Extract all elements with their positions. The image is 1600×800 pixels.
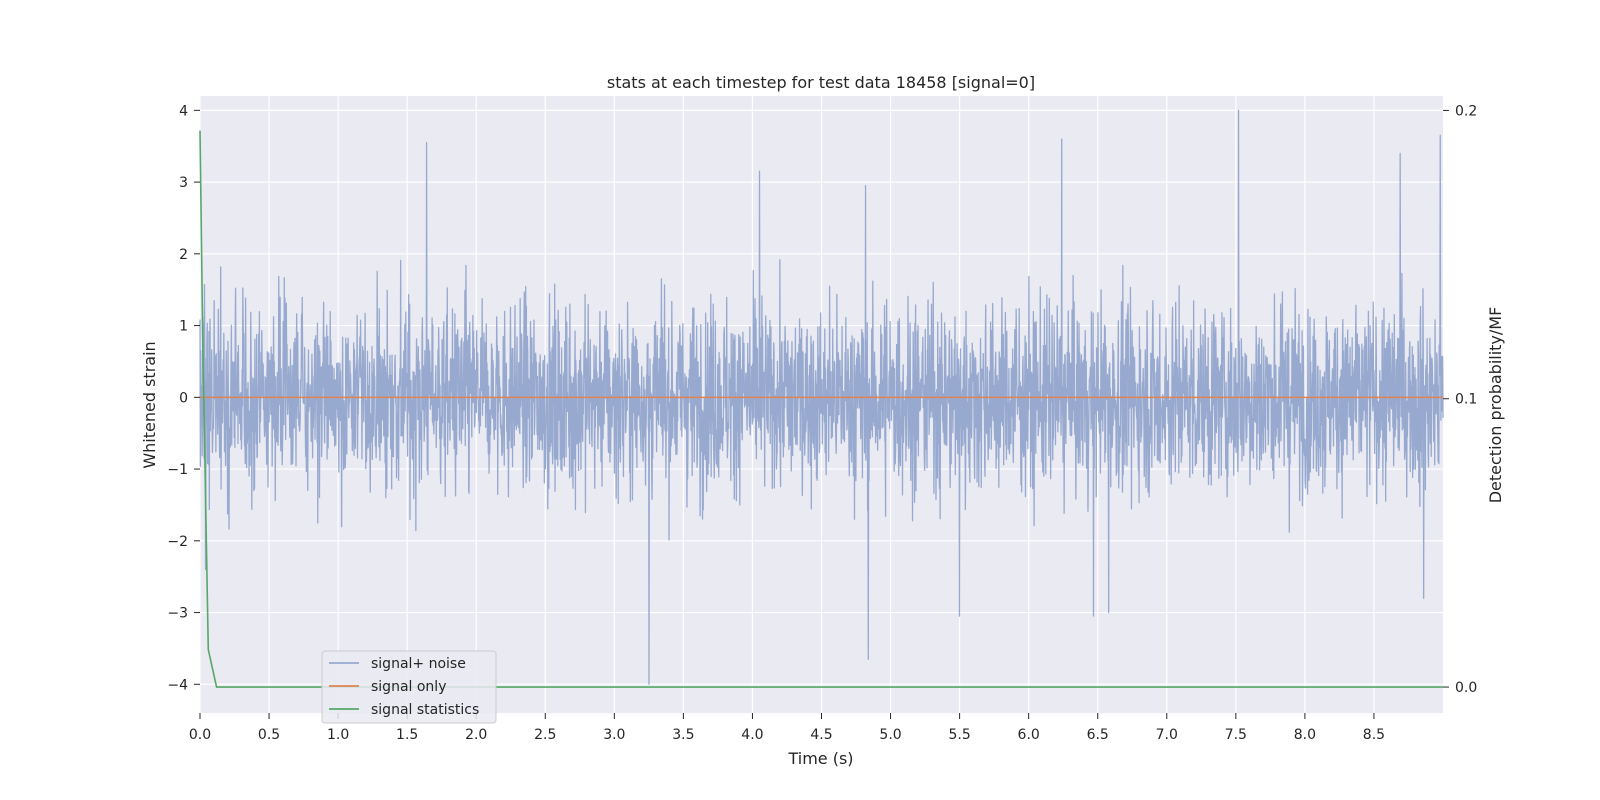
x-tick-label-15: 7.5 (1225, 727, 1247, 743)
legend-label-signal-plus-noise: signal+ noise (371, 656, 466, 672)
x-tick-label-5: 2.5 (534, 727, 556, 743)
x-tick-label-13: 6.5 (1087, 727, 1109, 743)
x-axis-ticks: 0.0 0.5 1.0 1.5 2.0 2.5 3.0 3.5 4.0 4.5 5.0 5.5 6.0 6… (189, 713, 1385, 743)
y-tick-label-2: 2 (179, 247, 188, 263)
x-tick-label-9: 4.5 (810, 727, 832, 743)
series-signal-plus-noise (199, 109, 1444, 685)
x-tick-label-6: 3.0 (603, 727, 625, 743)
y-tick-label-4: 0 (179, 390, 188, 406)
y-tick-label-6: −2 (167, 534, 188, 550)
y2-tick-label-1: 0.1 (1455, 392, 1477, 408)
legend-label-signal-only: signal only (371, 679, 446, 695)
chart-title: stats at each timestep for test data 184… (607, 73, 1035, 92)
x-tick-label-8: 4.0 (741, 727, 763, 743)
y-tick-label-1: 3 (179, 175, 188, 191)
signal-statistics-line (199, 130, 1443, 688)
x-tick-label-1: 0.5 (258, 727, 280, 743)
x-tick-label-16: 8.0 (1294, 727, 1316, 743)
y2-tick-label-2: 0.0 (1455, 680, 1477, 696)
y-tick-label-5: −1 (167, 462, 188, 478)
y-tick-label-8: −4 (167, 677, 188, 693)
x-tick-label-7: 3.5 (672, 727, 694, 743)
x-tick-label-17: 8.5 (1363, 727, 1385, 743)
legend-box (321, 650, 497, 724)
y-axis-ticks: 4 3 2 1 0 −1 −2 −3 −4 (167, 103, 200, 693)
series-signal-statistics (199, 130, 1443, 688)
y-tick-label-3: 1 (179, 319, 188, 335)
x-tick-label-0: 0.0 (189, 727, 211, 743)
y2-axis-ticks: 0.2 0.1 0.0 (1443, 103, 1477, 696)
x-tick-label-12: 6.0 (1018, 727, 1040, 743)
y-axis-label: Whitened strain (140, 341, 159, 468)
legend-label-signal-statistics: signal statistics (371, 702, 479, 718)
legend: signal+ noise signal only signal statist… (321, 650, 497, 724)
x-tick-label-11: 5.5 (948, 727, 970, 743)
x-tick-label-10: 5.0 (879, 727, 901, 743)
y-tick-label-7: −3 (167, 606, 188, 622)
x-tick-label-3: 1.5 (396, 727, 418, 743)
y2-tick-label-0: 0.2 (1455, 103, 1477, 119)
y2-axis-label: Detection probability/MF (1486, 307, 1505, 504)
x-axis-label: Time (s) (787, 749, 853, 768)
x-tick-label-14: 7.0 (1156, 727, 1178, 743)
x-tick-label-4: 2.0 (465, 727, 487, 743)
signal-plus-noise-line (199, 109, 1444, 685)
x-tick-label-2: 1.0 (327, 727, 349, 743)
y-tick-label-0: 4 (179, 103, 188, 119)
